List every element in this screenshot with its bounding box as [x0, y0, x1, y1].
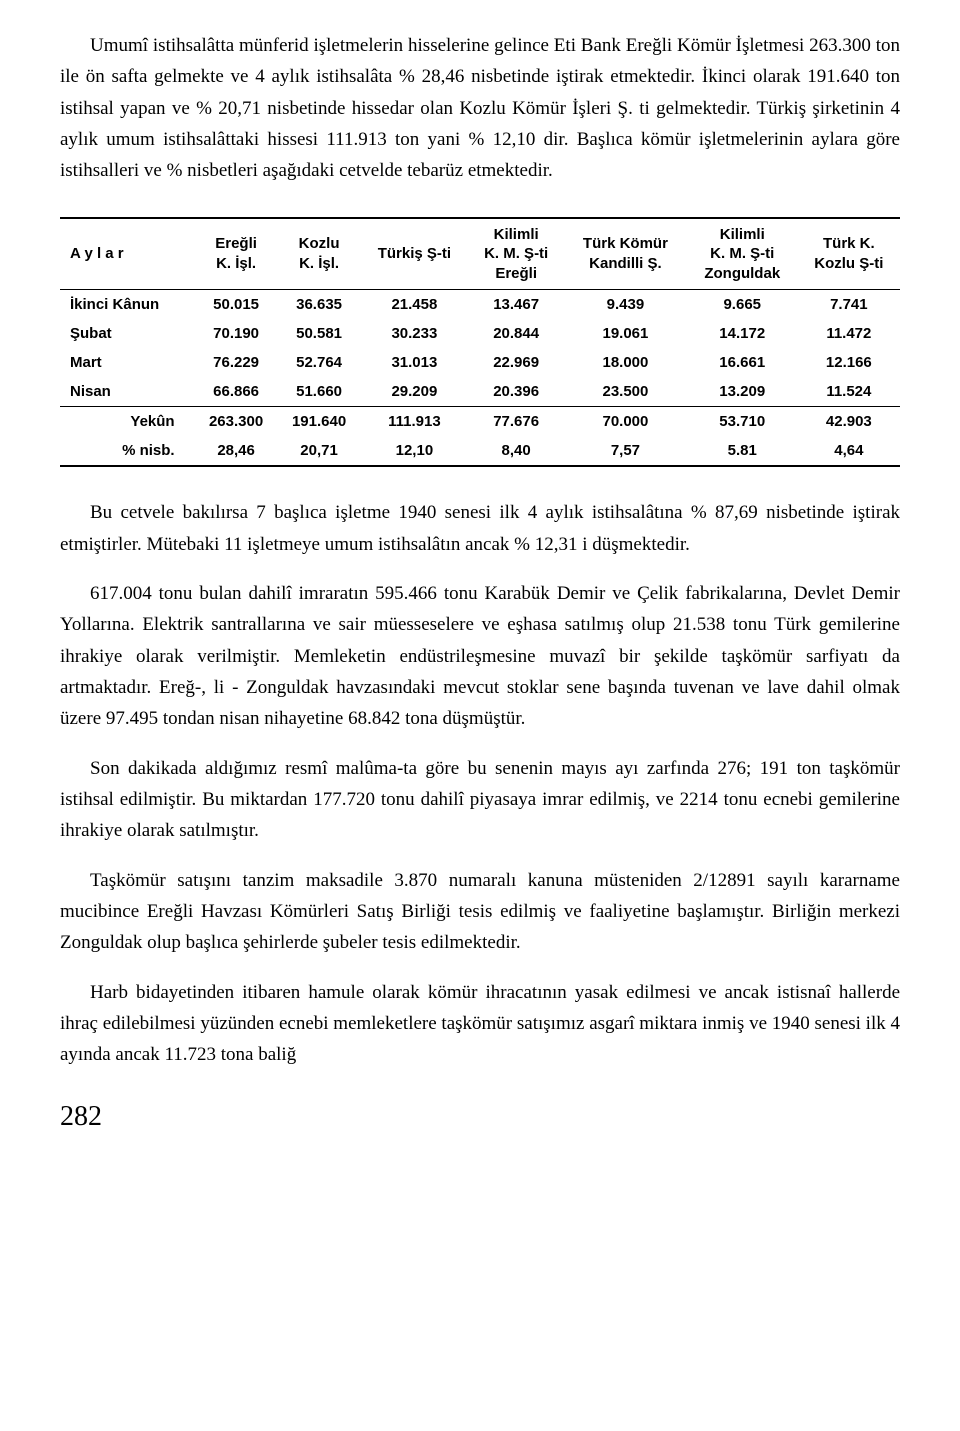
cell: 20,71 [278, 436, 361, 466]
row-label: Mart [60, 348, 195, 377]
row-label: Nisan [60, 377, 195, 407]
page-number: 282 [60, 1101, 900, 1133]
data-table-wrap: A y l a r EreğliK. İşl. KozluK. İşl. Tür… [60, 217, 900, 468]
cell: 9.665 [687, 290, 798, 320]
row-label: Şubat [60, 319, 195, 348]
th-turkis: Türkiş Ş-ti [361, 218, 469, 290]
cell: 11.524 [798, 377, 900, 407]
cell: 9.439 [564, 290, 687, 320]
cell: 77.676 [468, 407, 564, 437]
production-table: A y l a r EreğliK. İşl. KozluK. İşl. Tür… [60, 217, 900, 468]
cell: 18.000 [564, 348, 687, 377]
paragraph-4: Son dakikada aldığımız resmî malûma-ta g… [60, 753, 900, 847]
summary-label: Yekûn [60, 407, 195, 437]
cell: 50.015 [195, 290, 278, 320]
cell: 21.458 [361, 290, 469, 320]
paragraph-5: Taşkömür satışını tanzim maksadile 3.870… [60, 865, 900, 959]
cell: 20.396 [468, 377, 564, 407]
th-kozlu: KozluK. İşl. [278, 218, 361, 290]
cell: 70.000 [564, 407, 687, 437]
th-turk-kozlu: Türk K.Kozlu Ş-ti [798, 218, 900, 290]
table-row: İkinci Kânun 50.015 36.635 21.458 13.467… [60, 290, 900, 320]
cell: 8,40 [468, 436, 564, 466]
cell: 36.635 [278, 290, 361, 320]
cell: 66.866 [195, 377, 278, 407]
cell: 20.844 [468, 319, 564, 348]
cell: 51.660 [278, 377, 361, 407]
cell: 5.81 [687, 436, 798, 466]
paragraph-6: Harb bidayetinden itibaren hamule olarak… [60, 977, 900, 1071]
cell: 7,57 [564, 436, 687, 466]
cell: 28,46 [195, 436, 278, 466]
cell: 53.710 [687, 407, 798, 437]
cell: 16.661 [687, 348, 798, 377]
th-kilimli-zonguldak: KilimliK. M. Ş-tiZonguldak [687, 218, 798, 290]
cell: 30.233 [361, 319, 469, 348]
cell: 22.969 [468, 348, 564, 377]
cell: 13.467 [468, 290, 564, 320]
table-row: Şubat 70.190 50.581 30.233 20.844 19.061… [60, 319, 900, 348]
paragraph-1: Umumî istihsalâtta münferid işletmelerin… [60, 30, 900, 187]
cell: 76.229 [195, 348, 278, 377]
cell: 50.581 [278, 319, 361, 348]
cell: 31.013 [361, 348, 469, 377]
th-months: A y l a r [60, 218, 195, 290]
table-row-summary: Yekûn 263.300 191.640 111.913 77.676 70.… [60, 407, 900, 437]
cell: 7.741 [798, 290, 900, 320]
paragraph-3: 617.004 tonu bulan dahilî imraratın 595.… [60, 578, 900, 735]
cell: 12.166 [798, 348, 900, 377]
table-row-summary: % nisb. 28,46 20,71 12,10 8,40 7,57 5.81… [60, 436, 900, 466]
th-turk-komur: Türk KömürKandilli Ş. [564, 218, 687, 290]
row-label: İkinci Kânun [60, 290, 195, 320]
th-eregli: EreğliK. İşl. [195, 218, 278, 290]
cell: 4,64 [798, 436, 900, 466]
cell: 42.903 [798, 407, 900, 437]
cell: 11.472 [798, 319, 900, 348]
cell: 191.640 [278, 407, 361, 437]
cell: 52.764 [278, 348, 361, 377]
cell: 111.913 [361, 407, 469, 437]
cell: 263.300 [195, 407, 278, 437]
summary-label: % nisb. [60, 436, 195, 466]
cell: 29.209 [361, 377, 469, 407]
cell: 13.209 [687, 377, 798, 407]
cell: 12,10 [361, 436, 469, 466]
paragraph-2: Bu cetvele bakılırsa 7 başlıca işletme 1… [60, 497, 900, 560]
cell: 70.190 [195, 319, 278, 348]
table-row: Mart 76.229 52.764 31.013 22.969 18.000 … [60, 348, 900, 377]
table-row: Nisan 66.866 51.660 29.209 20.396 23.500… [60, 377, 900, 407]
cell: 23.500 [564, 377, 687, 407]
cell: 19.061 [564, 319, 687, 348]
cell: 14.172 [687, 319, 798, 348]
th-kilimli-eregli: KilimliK. M. Ş-tiEreğli [468, 218, 564, 290]
